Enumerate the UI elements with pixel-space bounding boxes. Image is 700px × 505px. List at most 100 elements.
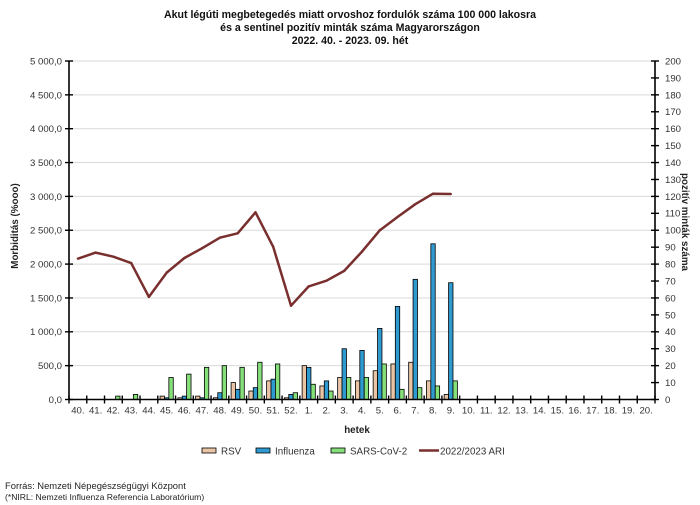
x-tick-label: 48. <box>213 406 226 417</box>
bar-influenza <box>252 387 259 400</box>
y-right-tick-label: 30 <box>665 344 676 355</box>
bar-sars-cov-2 <box>168 377 174 400</box>
x-tick-label: 3. <box>340 406 348 417</box>
x-tick-label: 50. <box>249 406 262 417</box>
ari-line-point <box>254 211 257 214</box>
x-tick-label: 46. <box>178 406 191 417</box>
bar-rsv <box>230 382 236 400</box>
ari-line-point <box>236 232 239 235</box>
ari-line-point <box>218 236 222 239</box>
x-tick-label: 42. <box>107 406 120 417</box>
legend-label-rsv: RSV <box>221 447 242 458</box>
ari-line-point <box>307 285 310 288</box>
x-tick-label: 4. <box>358 406 366 417</box>
x-tick-label: 5. <box>376 406 384 417</box>
bar-influenza <box>323 380 330 400</box>
x-tick-label: 11. <box>480 406 493 417</box>
x-tick-label: 52. <box>284 406 297 417</box>
ari-line-point <box>431 192 435 195</box>
bar-influenza <box>448 282 454 400</box>
bar-sars-cov-2 <box>346 377 352 400</box>
x-tick-label: 1. <box>305 406 313 417</box>
bar-influenza <box>359 350 365 400</box>
ari-line-point <box>94 251 97 254</box>
x-tick-label: 15. <box>551 406 564 417</box>
ari-line-point <box>449 192 452 196</box>
ari-line-point <box>147 295 151 299</box>
ari-line-point <box>325 279 328 282</box>
bar-sars-cov-2 <box>381 363 387 400</box>
bar-influenza <box>270 378 276 400</box>
bar-influenza <box>430 243 436 400</box>
y-right-tick-label: 150 <box>665 141 681 152</box>
y-right-tick-label: 80 <box>665 260 676 271</box>
y-left-tick-label: 2 000,0 <box>30 260 62 271</box>
ari-line-point <box>272 245 275 249</box>
y-left-tick-label: 3 500,0 <box>30 158 62 169</box>
bar-rsv <box>337 377 343 400</box>
source-note: Forrás: Nemzeti Népegészségügyi Központ <box>5 480 186 491</box>
bar-rsv <box>301 365 307 400</box>
legend-item-sars-cov-2: SARS-CoV-2 <box>330 447 407 458</box>
bar-sars-cov-2 <box>186 373 192 400</box>
y-right-tick-label: 60 <box>665 293 676 304</box>
legend-item-rsv: RSV <box>201 447 242 458</box>
ari-line-layer <box>76 192 452 307</box>
x-tick-label: 14. <box>533 406 546 417</box>
bar-sars-cov-2 <box>363 377 370 400</box>
ari-line-point <box>414 202 417 206</box>
x-tick-label: 43. <box>124 406 137 417</box>
x-tick-label: 13. <box>515 406 528 417</box>
y-right-tick-label: 120 <box>665 192 681 203</box>
bar-sars-cov-2 <box>399 388 405 400</box>
bar-influenza <box>377 328 383 400</box>
y-right-tick-label: 200 <box>665 56 681 67</box>
y-left-tick-label: 1 000,0 <box>30 327 62 338</box>
bar-influenza <box>394 306 401 400</box>
x-tick-label: 44. <box>142 406 155 417</box>
y-right-tick-label: 50 <box>665 310 676 321</box>
nirl-footnote: (*NIRL: Nemzeti Influenza Referencia Lab… <box>5 492 204 502</box>
y-axis-right-title: pozitív minták száma <box>679 173 690 272</box>
x-tick-label: 9. <box>447 406 455 417</box>
legend-swatch-rsv <box>201 447 217 454</box>
bar-sars-cov-2 <box>310 383 316 400</box>
bar-sars-cov-2 <box>221 365 227 400</box>
bar-rsv <box>372 370 378 400</box>
bar-sars-cov-2 <box>328 390 334 400</box>
x-tick-label: 17. <box>586 406 599 417</box>
bar-influenza <box>235 388 241 400</box>
bar-sars-cov-2 <box>292 392 298 400</box>
bar-rsv <box>408 361 414 400</box>
bar-influenza <box>217 392 223 400</box>
bar-rsv <box>319 385 325 400</box>
chart-title-line-3: 2022. 40. - 2023. 09. hét <box>292 35 409 47</box>
bar-influenza <box>306 366 312 400</box>
ari-line-point <box>378 229 381 232</box>
legend: RSV Influenza SARS-CoV-2 2022/2023 ARI <box>201 447 505 458</box>
y-right-tick-label: 40 <box>665 327 676 338</box>
y-right-tick-label: 70 <box>665 276 676 287</box>
y-right-tick-label: 0 <box>665 395 670 406</box>
x-tick-label: 19. <box>622 406 635 417</box>
chart-title-line-1: Akut légúti megbetegedés miatt orvoshoz … <box>164 9 536 21</box>
y-right-tick-label: 170 <box>665 107 681 118</box>
ari-line-point <box>200 246 204 250</box>
y-left-tick-label: 5 000,0 <box>30 56 62 67</box>
x-tick-label: 8. <box>429 406 437 417</box>
y-right-tick-label: 160 <box>665 124 681 135</box>
x-tick-label: 40. <box>71 406 84 417</box>
y-right-tick-label: 90 <box>665 243 676 254</box>
bar-sars-cov-2 <box>275 363 281 400</box>
x-tick-label: 12. <box>497 406 510 417</box>
y-right-tick-label: 180 <box>665 90 681 101</box>
x-tick-label: 10. <box>462 406 475 417</box>
bar-sars-cov-2 <box>203 366 210 400</box>
x-tick-label: 45. <box>160 406 173 417</box>
bar-rsv <box>266 380 272 400</box>
ari-line-point <box>396 215 399 219</box>
bar-sars-cov-2 <box>257 361 263 400</box>
ari-line-point <box>289 304 293 307</box>
y-left-tick-label: 0,0 <box>49 395 62 406</box>
x-tick-label: 2. <box>322 406 330 417</box>
